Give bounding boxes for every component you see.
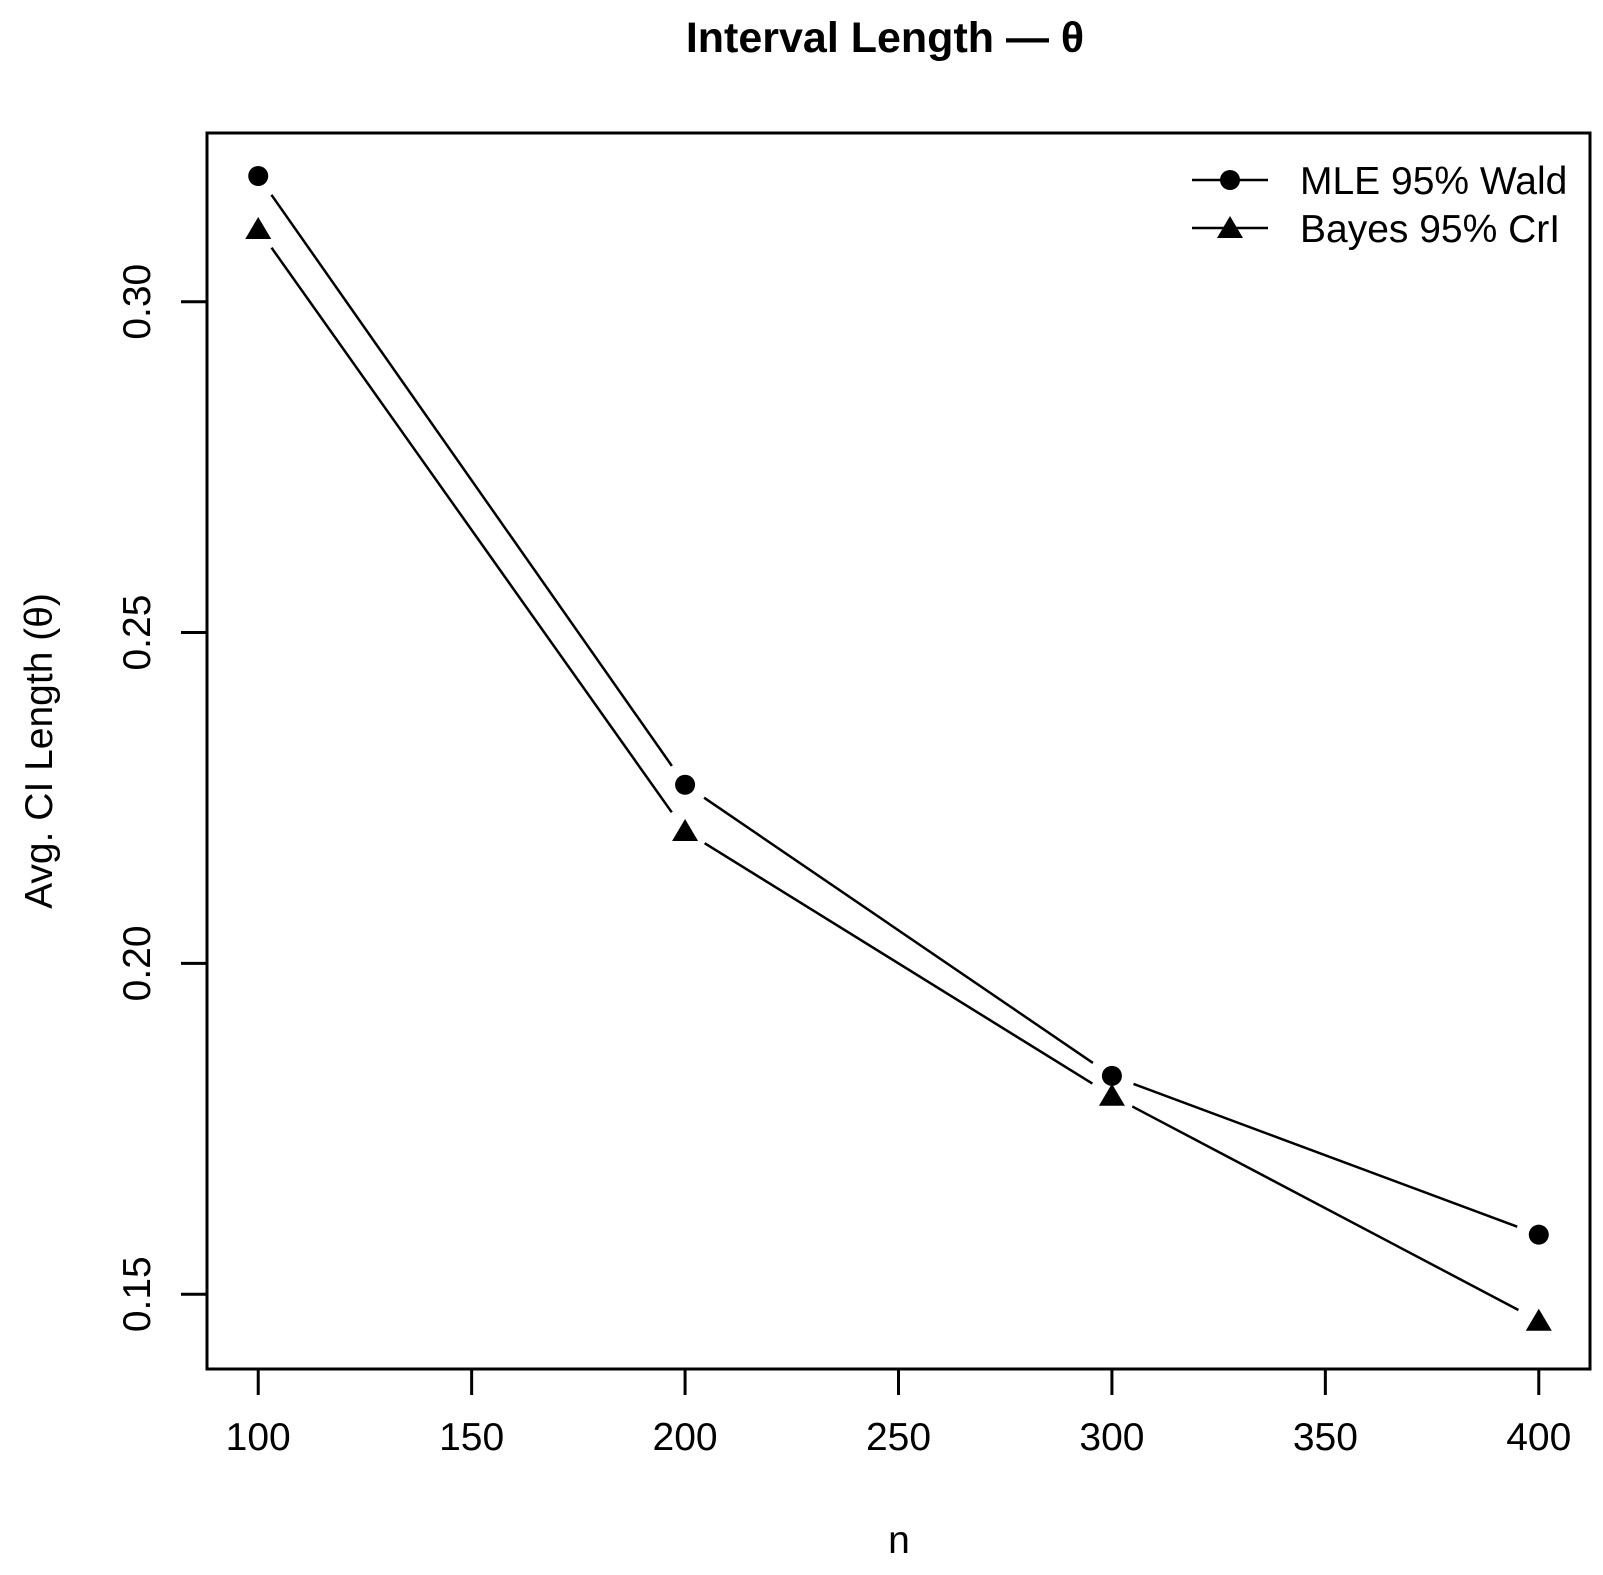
- series-marker-triangle-icon: [1098, 1083, 1125, 1106]
- legend-label: MLE 95% Wald: [1300, 160, 1567, 203]
- series-marker-triangle-icon: [672, 819, 699, 842]
- legend-marker-circle-icon: [1220, 170, 1240, 190]
- series-marker-triangle-icon: [1525, 1308, 1552, 1331]
- y-axis-label: Avg. CI Length (θ): [18, 593, 61, 909]
- series-line-segment: [270, 246, 673, 814]
- x-tick-label: 150: [439, 1416, 504, 1459]
- plot-border: [205, 131, 1592, 1371]
- series-marker-circle-icon: [1528, 1224, 1549, 1245]
- y-tick-label: 0.25: [116, 595, 159, 671]
- series-line-segment: [1131, 1105, 1520, 1312]
- x-tick-label: 300: [1079, 1416, 1144, 1459]
- series-line-segment: [1133, 1082, 1518, 1228]
- series-line-segment: [270, 194, 673, 767]
- chart-title: Interval Length — θ: [686, 14, 1084, 62]
- x-tick-label: 200: [653, 1416, 718, 1459]
- series-marker-circle-icon: [1101, 1065, 1122, 1086]
- series-marker-circle-icon: [248, 166, 269, 187]
- series-line-segment: [703, 796, 1094, 1064]
- legend-label: Bayes 95% CrI: [1300, 208, 1560, 251]
- series-line-segment: [703, 842, 1094, 1085]
- x-axis-label: n: [888, 1519, 910, 1562]
- series-marker-circle-icon: [675, 774, 696, 795]
- x-tick-label: 250: [866, 1416, 931, 1459]
- y-tick-label: 0.30: [116, 264, 159, 340]
- series-marker-triangle-icon: [245, 216, 272, 239]
- legend-marker-triangle-icon: [1217, 216, 1243, 238]
- y-tick-label: 0.20: [116, 925, 159, 1001]
- x-tick-label: 400: [1506, 1416, 1571, 1459]
- x-tick-label: 100: [226, 1416, 291, 1459]
- x-tick-label: 350: [1293, 1416, 1358, 1459]
- y-tick-label: 0.15: [116, 1256, 159, 1332]
